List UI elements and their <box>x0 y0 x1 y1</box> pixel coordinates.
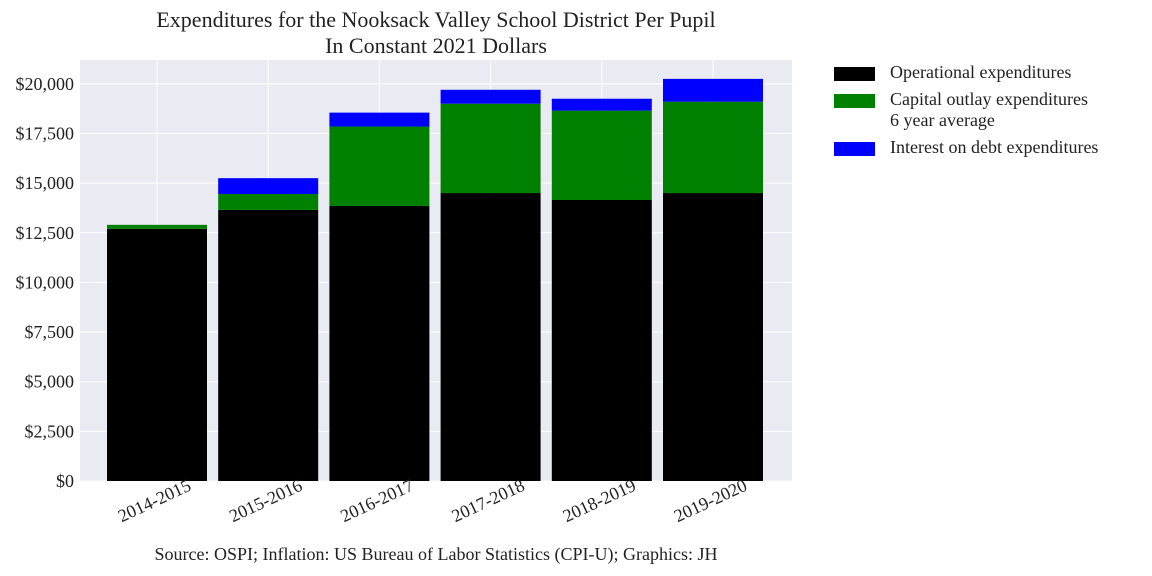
bar-segment-series-1-2019-2020 <box>663 193 763 481</box>
chart-title: Expenditures for the Nooksack Valley Sch… <box>156 7 716 32</box>
legend-label: Interest on debt expenditures <box>890 137 1099 157</box>
bar-segment-series-2-2016-2017 <box>329 126 430 206</box>
bar-segment-series-1-2014-2015 <box>107 228 207 481</box>
legend-swatch <box>834 94 875 108</box>
legend-swatch <box>834 67 875 81</box>
x-tick-label: 2015-2016 <box>226 475 305 526</box>
y-tick-label: $0 <box>56 471 74 491</box>
bar-segment-series-3-2019-2020 <box>663 78 763 102</box>
y-tick-label: $20,000 <box>16 74 75 94</box>
y-tick-label: $10,000 <box>16 272 75 292</box>
bar-segment-series-3-2016-2017 <box>329 112 430 127</box>
legend-label: Operational expenditures <box>890 62 1072 82</box>
y-tick-label: $12,500 <box>16 223 75 243</box>
bar-segment-series-1-2017-2018 <box>440 193 541 481</box>
y-tick-label: $15,000 <box>16 173 75 193</box>
bar-segment-series-1-2018-2019 <box>551 200 652 481</box>
y-tick-label: $7,500 <box>25 322 75 342</box>
bar-segment-series-1-2016-2017 <box>329 205 430 481</box>
x-tick-label: 2016-2017 <box>337 475 416 526</box>
legend-item: Interest on debt expenditures <box>834 137 1098 158</box>
legend: Operational expenditures Capital outlay e… <box>834 62 1098 164</box>
bar-segment-series-3-2017-2018 <box>440 89 541 104</box>
bar-segment-series-2-2014-2015 <box>107 224 207 229</box>
legend-item: Capital outlay expenditures 6 year avera… <box>834 89 1098 131</box>
x-tick-label: 2019-2020 <box>671 475 750 526</box>
source-note: Source: OSPI; Inflation: US Bureau of La… <box>154 544 718 564</box>
y-tick-label: $17,500 <box>16 123 75 143</box>
bar-segment-series-2-2015-2016 <box>218 194 319 210</box>
bar-segment-series-2-2019-2020 <box>663 101 763 194</box>
x-tick-label: 2017-2018 <box>448 475 527 526</box>
x-tick-label: 2018-2019 <box>560 475 639 526</box>
chart-subtitle: In Constant 2021 Dollars <box>325 33 547 58</box>
legend-item: Operational expenditures <box>834 62 1098 83</box>
legend-label: Capital outlay expenditures 6 year avera… <box>890 89 1088 130</box>
bar-segment-series-2-2018-2019 <box>551 110 652 201</box>
bar-segment-series-1-2015-2016 <box>218 209 319 481</box>
y-tick-label: $2,500 <box>25 421 75 441</box>
legend-swatch <box>834 142 875 156</box>
y-tick-label: $5,000 <box>25 372 75 392</box>
x-tick-label: 2014-2015 <box>115 475 194 526</box>
bar-segment-series-2-2017-2018 <box>440 103 541 194</box>
bar-segment-series-3-2015-2016 <box>218 178 319 195</box>
bar-segment-series-3-2018-2019 <box>551 98 652 111</box>
